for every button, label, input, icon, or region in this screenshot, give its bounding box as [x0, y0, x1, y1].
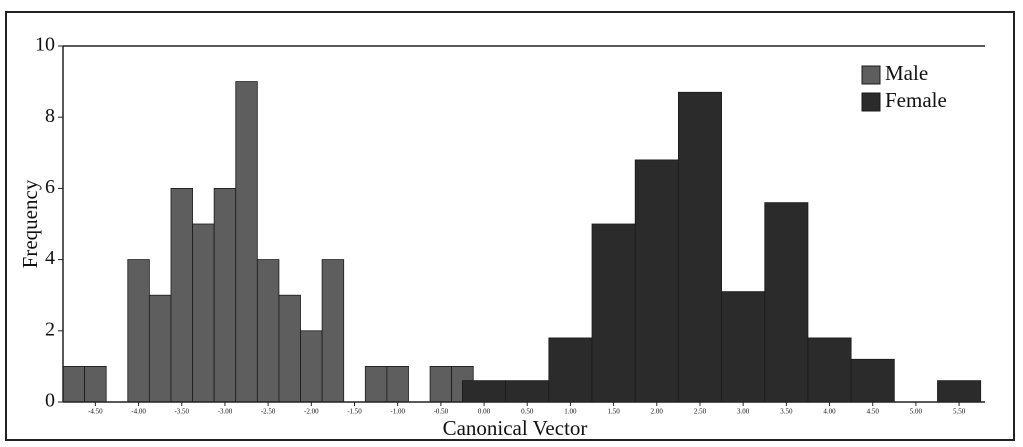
- bar: [387, 366, 409, 402]
- bar: [365, 366, 387, 402]
- x-tick-label: 3.00: [737, 408, 750, 416]
- y-tick-label: 6: [45, 176, 55, 198]
- bar: [430, 366, 452, 402]
- x-tick-label: 2.50: [694, 408, 707, 416]
- x-tick-label: -2.00: [304, 408, 319, 416]
- legend-label: Male: [885, 61, 928, 85]
- x-axis-label: Canonical Vector: [443, 416, 588, 440]
- x-tick-label: -3.00: [218, 408, 233, 416]
- y-tick-label: 0: [45, 390, 55, 412]
- x-tick-label: -1.50: [347, 408, 362, 416]
- bar: [85, 366, 107, 402]
- y-axis-label: Frequency: [18, 179, 42, 268]
- bar: [279, 295, 301, 402]
- bar: [592, 224, 635, 402]
- x-tick-label: -3.50: [174, 408, 189, 416]
- x-tick-label: 1.50: [607, 408, 620, 416]
- bar: [257, 260, 279, 402]
- chart: Canonical Vector Frequency 0 2 4 6 8 10 -4.50 -…: [0, 0, 1023, 447]
- x-tick-label: 2.00: [651, 408, 664, 416]
- legend-swatch: [862, 66, 880, 84]
- x-tick-label: 4.00: [823, 408, 836, 416]
- bar: [236, 82, 258, 402]
- bar: [765, 203, 808, 402]
- bar: [214, 188, 236, 402]
- y-tick-label: 8: [45, 105, 55, 127]
- x-tick-label: -4.00: [131, 408, 146, 416]
- bar: [851, 359, 894, 402]
- x-tick-label: 0.50: [521, 408, 534, 416]
- bar: [128, 260, 150, 402]
- y-tick-label: 4: [45, 247, 55, 269]
- x-tick-label: 1.00: [564, 408, 577, 416]
- x-tick-label: 3.50: [780, 408, 793, 416]
- x-tick-label: 0.00: [478, 408, 491, 416]
- x-tick-label: -1.00: [390, 408, 405, 416]
- x-tick-label: -4.50: [88, 408, 103, 416]
- bar: [635, 160, 678, 402]
- bar: [171, 188, 193, 402]
- legend-label: Female: [885, 88, 947, 112]
- x-tick-label: -0.50: [434, 408, 449, 416]
- y-tick-label: 2: [45, 318, 55, 340]
- bar: [63, 366, 85, 402]
- x-tick-label: -2.50: [261, 408, 276, 416]
- y-tick-label: 10: [35, 34, 55, 56]
- x-tick-label: 5.00: [910, 408, 923, 416]
- bar: [678, 92, 721, 402]
- bar: [322, 260, 344, 402]
- x-tick-label: 4.50: [867, 408, 880, 416]
- bar: [549, 338, 592, 402]
- bar: [149, 295, 171, 402]
- bar: [937, 381, 980, 402]
- x-tick-label: 5.50: [953, 408, 966, 416]
- bar: [301, 331, 323, 402]
- bar: [193, 224, 215, 402]
- legend-swatch: [862, 93, 880, 111]
- bar: [506, 381, 549, 402]
- bar: [808, 338, 851, 402]
- bar: [462, 381, 505, 402]
- bar: [722, 292, 765, 402]
